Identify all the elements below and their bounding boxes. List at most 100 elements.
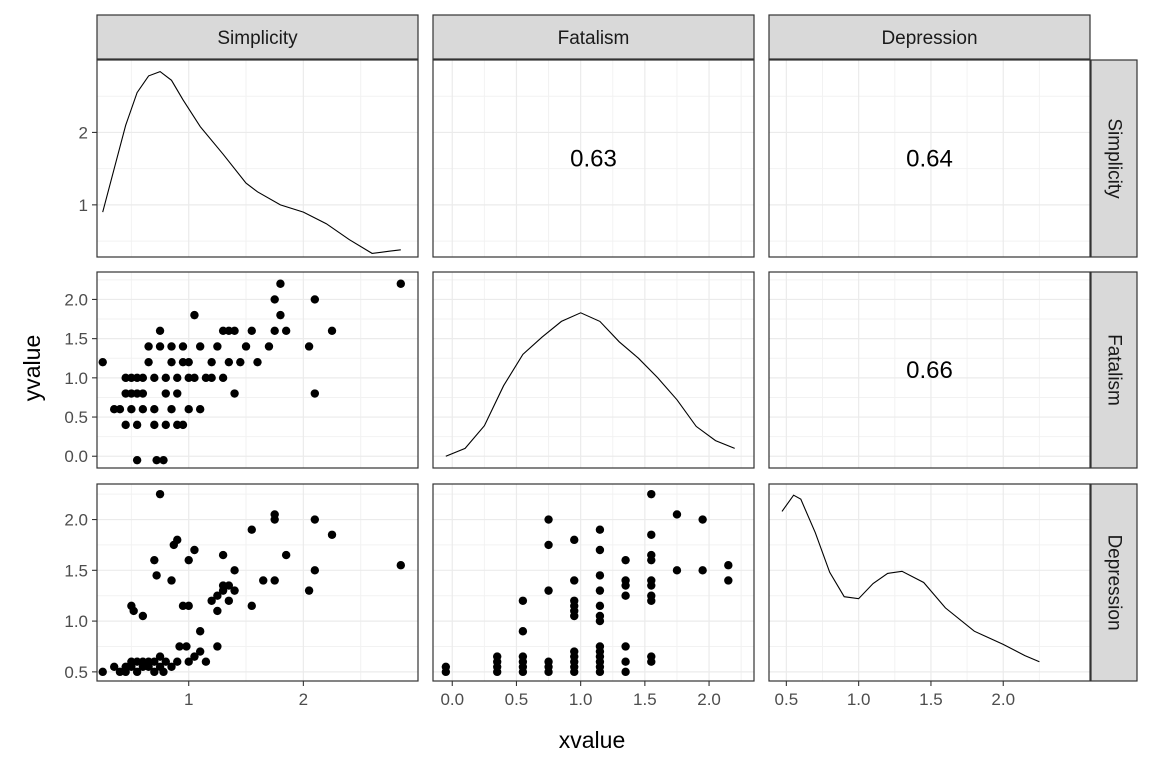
panel-background [97,272,418,468]
panel-border [96,483,419,682]
scatter-point [276,310,285,320]
scatter-point [236,357,245,367]
y-tick-label: 0.5 [64,408,88,427]
panel-border [432,59,755,258]
scatter-point [152,571,161,580]
panel-simplicity-fatalism [433,60,754,257]
scatter-point [396,279,406,288]
scatter-point [595,586,605,595]
scatter-point [173,389,182,398]
x-tick-label: 1.5 [633,690,657,709]
scatter-point [115,405,125,414]
scatter-point [724,561,733,570]
scatter-point [441,662,451,671]
panel-border [768,271,1091,469]
scatter-point [195,342,205,351]
x-tick-label: 1.0 [569,690,593,709]
panel-border [432,271,755,469]
scatter-point [224,357,234,367]
scatter-point [493,652,502,661]
panel-background [433,272,754,468]
scatter-point [161,373,170,383]
scatter-point [167,342,176,351]
correlation-label: 0.66 [906,357,953,384]
scatter-point [121,420,130,430]
panel-border [768,59,1091,258]
scatter-point [190,545,199,555]
y-axis-title: yvalue [19,335,45,401]
x-tick-label: 0.0 [440,690,464,709]
scatter-point [144,342,153,351]
density-curve-depression [781,494,1040,663]
scatter-point [213,642,222,651]
x-tick-label: 0.5 [775,690,799,709]
scatter-point [247,525,256,534]
scatter-point [132,667,142,677]
scatter-point [672,510,682,519]
scatter-point [184,601,193,611]
scatter-point [310,515,320,524]
scatter-point [310,566,320,575]
scatter-point [247,326,256,335]
scatter-point [190,373,199,383]
density-curve-simplicity [102,70,401,254]
scatter-point [518,596,528,605]
scatter-point [184,555,193,565]
scatter-point [270,326,279,335]
scatter-point [570,647,579,656]
scatter-point [595,642,605,651]
scatter-point [152,455,161,465]
panel-background [433,484,754,681]
scatter-point [621,667,630,677]
scatter-point [155,326,165,335]
scatter-point [175,642,184,651]
scatter-point [621,576,630,585]
y-tick-label: 1.5 [64,561,88,580]
scatter-point [218,586,228,595]
y-tick-label: 1.0 [64,369,88,388]
x-tick-label: 2.0 [697,690,721,709]
scatter-point [132,455,142,465]
scatter-point [159,667,168,677]
strip-right-fatalism [1090,271,1138,469]
x-tick-label: 0.5 [505,690,529,709]
scatter-point [224,596,234,605]
strip-top-label: Depression [881,28,977,49]
panel-background [97,60,418,257]
scatter-point [201,657,211,666]
strip-top-label: Simplicity [217,28,298,49]
scatter-point [698,566,707,575]
scatter-point [207,357,216,367]
scatter-point [98,667,107,677]
scatter-point [396,561,406,570]
scatter-point [310,295,320,304]
scatter-point [138,373,148,383]
scatter-point [155,489,165,499]
scatter-point [167,662,176,671]
scatter-point [150,667,159,677]
scatter-point [195,647,205,656]
scatter-point [647,489,656,499]
scatter-point [98,357,107,367]
scatter-point [184,657,193,666]
scatter-point [570,576,579,585]
panel-simplicity-depression [769,60,1090,257]
scatter-point [570,596,579,605]
scatter-point [161,657,170,666]
scatter-point [595,525,605,534]
scatter-point [173,373,182,383]
scatter-point [698,515,707,524]
y-tick-label: 0.5 [64,663,88,682]
scatter-point [724,576,733,585]
scatter-point [224,581,234,590]
strip-top-fatalism [432,14,755,60]
scatter-point [672,566,682,575]
strip-right-simplicity [1090,59,1138,258]
strip-right-label: Fatalism [1104,334,1125,406]
scatter-point [621,555,630,565]
strip-top-simplicity [96,14,419,60]
scatter-point [270,510,279,519]
scatter-point [167,405,176,414]
scatter-point [518,627,528,636]
panel-fatalism-depression [769,272,1090,468]
